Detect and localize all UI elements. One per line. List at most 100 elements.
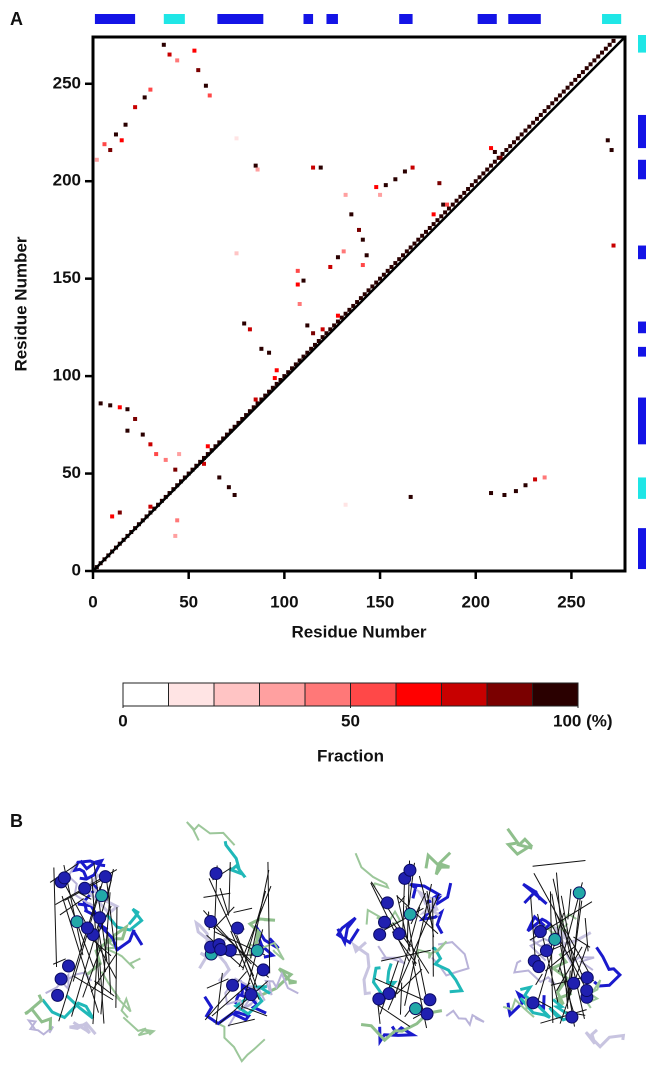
contact-cell <box>410 165 415 170</box>
contact-cell <box>416 237 421 242</box>
contact-cell <box>339 315 344 320</box>
contact-cell <box>110 514 115 519</box>
contact-cell <box>259 397 264 402</box>
y-tick-label: 100 <box>53 366 81 385</box>
contact-cell <box>316 339 321 344</box>
contact-cell <box>173 467 178 472</box>
atom-sphere <box>98 870 112 884</box>
contact-cell <box>573 77 578 82</box>
atom-sphere <box>226 978 240 992</box>
contact-cell <box>485 167 490 172</box>
contact-cell <box>347 307 352 312</box>
contact-cell <box>492 159 497 164</box>
contact-cell <box>332 323 337 328</box>
contact-cell <box>108 403 113 408</box>
contact-cell <box>554 97 559 102</box>
contact-cell <box>267 389 272 394</box>
contact-line <box>549 891 554 1024</box>
contact-line <box>535 973 543 986</box>
atom-sphere <box>572 886 586 900</box>
colorbar-cell <box>350 682 397 707</box>
structure-image <box>24 821 626 1063</box>
structure-segment-right <box>638 477 646 499</box>
contact-line <box>61 895 99 1013</box>
contact-cell <box>534 116 539 121</box>
x-tick-label: 50 <box>179 592 198 611</box>
backbone-trace <box>431 941 470 977</box>
contact-cell <box>278 378 283 383</box>
atom-sphere <box>95 889 109 903</box>
backbone-trace <box>250 967 297 997</box>
contact-cell <box>343 502 348 507</box>
contact-cell <box>286 370 291 375</box>
contact-cell <box>175 518 180 523</box>
contact-cell <box>207 93 212 98</box>
plot-frame <box>91 35 627 573</box>
panel-label: A <box>10 9 23 29</box>
colorbar-cell <box>122 682 169 707</box>
backbone-trace <box>212 1020 266 1063</box>
atom-sphere <box>565 1010 579 1024</box>
colorbar-cell <box>532 682 579 707</box>
colorbar-cell <box>259 682 306 707</box>
contact-line <box>380 949 431 962</box>
contact-cell <box>335 319 340 324</box>
atom-sphere <box>403 907 417 921</box>
contact-cell <box>542 109 547 114</box>
contact-line <box>219 887 230 916</box>
backbone-trace <box>522 882 548 906</box>
contact-cell <box>305 323 310 328</box>
colorbar-cell <box>168 682 215 707</box>
contact-cell <box>267 350 272 355</box>
contact-cell <box>357 227 361 232</box>
contact-cell <box>274 381 279 386</box>
contact-cell <box>408 245 413 250</box>
contact-cell <box>489 146 494 151</box>
contact-cell <box>527 124 532 129</box>
atom-sphere <box>423 993 437 1007</box>
contact-cell <box>253 397 258 402</box>
atom-sphere <box>373 928 387 942</box>
contact-line <box>418 959 427 995</box>
structure-segment-right <box>638 114 646 149</box>
structure-segment-top <box>303 14 314 24</box>
backbone-trace <box>593 946 623 988</box>
contact-cell <box>154 452 159 457</box>
contact-line <box>532 859 586 867</box>
atom-sphere <box>78 881 92 895</box>
contact-line <box>404 883 432 1006</box>
contact-cell <box>234 136 239 141</box>
contact-line <box>533 873 594 982</box>
contact-cell <box>113 132 118 137</box>
colorbar-cell <box>395 682 442 707</box>
atom-sphere <box>51 988 65 1002</box>
contact-cell <box>611 243 616 248</box>
atom-sphere <box>380 896 394 910</box>
contact-cell <box>441 202 446 207</box>
backbone-trace <box>79 858 105 881</box>
contact-cell <box>412 241 417 246</box>
structure-segment-top <box>477 14 497 24</box>
structure-segment-top <box>602 14 622 24</box>
structure-segment-right <box>638 321 646 334</box>
contact-cell <box>297 358 302 363</box>
contact-line <box>99 962 105 1024</box>
contact-cell <box>301 278 306 283</box>
contact-line <box>228 862 231 914</box>
contact-cell <box>489 491 494 496</box>
contact-cell <box>203 83 208 88</box>
structure-segment-top <box>326 14 338 24</box>
contact-line <box>206 978 229 989</box>
contact-cell <box>378 276 383 281</box>
structure-segment-right <box>638 35 646 53</box>
contact-cell <box>546 105 551 110</box>
atom-sphere <box>62 959 76 973</box>
contact-cell <box>328 264 333 269</box>
backbone-trace <box>186 821 236 846</box>
atom-sphere <box>533 924 547 938</box>
atom-sphere <box>80 921 94 935</box>
atom-sphere <box>70 915 84 929</box>
contact-cell <box>297 302 302 306</box>
contact-line <box>530 896 536 958</box>
